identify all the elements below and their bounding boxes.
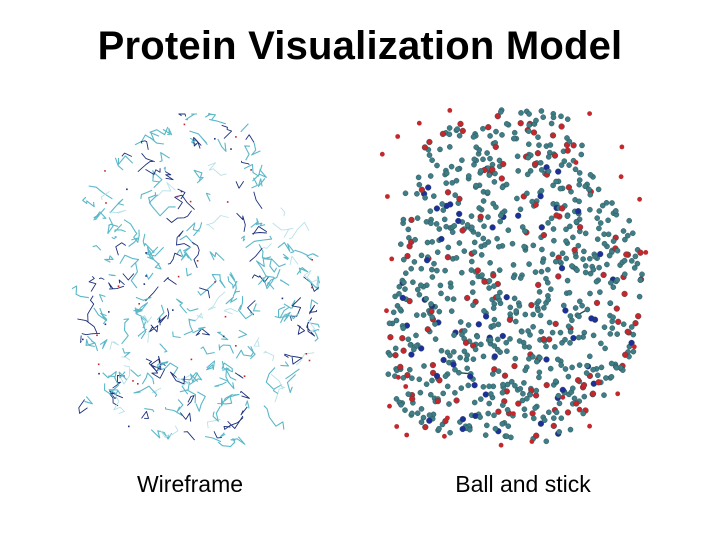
- wireframe-molecule-graphic: [71, 112, 320, 448]
- slide-title: Protein Visualization Model: [97, 24, 623, 68]
- wireframe-caption: Wireframe: [136, 471, 244, 497]
- ball-and-stick-caption: Ball and stick: [455, 471, 591, 497]
- ball-and-stick-molecule-graphic: [379, 107, 649, 448]
- wireframe-model-image: [70, 112, 320, 462]
- ball-and-stick-model-image: [378, 102, 650, 458]
